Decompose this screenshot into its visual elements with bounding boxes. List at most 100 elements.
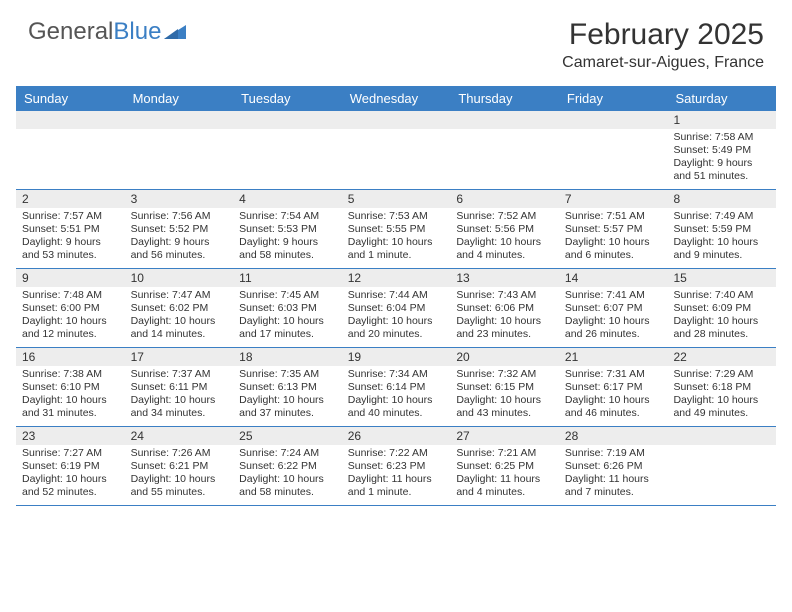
sunrise: Sunrise: 7:54 AM xyxy=(239,210,336,223)
sunrise: Sunrise: 7:40 AM xyxy=(673,289,770,302)
daylight: Daylight: 9 hours and 51 minutes. xyxy=(673,157,770,183)
day-body xyxy=(16,129,125,135)
sunrise: Sunrise: 7:35 AM xyxy=(239,368,336,381)
sunrise: Sunrise: 7:31 AM xyxy=(565,368,662,381)
day-body: Sunrise: 7:41 AMSunset: 6:07 PMDaylight:… xyxy=(559,287,668,346)
sunset: Sunset: 6:14 PM xyxy=(348,381,445,394)
day-body: Sunrise: 7:31 AMSunset: 6:17 PMDaylight:… xyxy=(559,366,668,425)
day-number xyxy=(559,111,668,129)
sunrise: Sunrise: 7:26 AM xyxy=(131,447,228,460)
day-cell: 5Sunrise: 7:53 AMSunset: 5:55 PMDaylight… xyxy=(342,190,451,268)
daylight: Daylight: 10 hours and 26 minutes. xyxy=(565,315,662,341)
day-body xyxy=(342,129,451,135)
day-body: Sunrise: 7:43 AMSunset: 6:06 PMDaylight:… xyxy=(450,287,559,346)
day-cell: 27Sunrise: 7:21 AMSunset: 6:25 PMDayligh… xyxy=(450,427,559,505)
week-row: 1Sunrise: 7:58 AMSunset: 5:49 PMDaylight… xyxy=(16,111,776,190)
daylight: Daylight: 10 hours and 52 minutes. xyxy=(22,473,119,499)
day-number: 14 xyxy=(559,269,668,287)
day-cell: 26Sunrise: 7:22 AMSunset: 6:23 PMDayligh… xyxy=(342,427,451,505)
sunset: Sunset: 6:11 PM xyxy=(131,381,228,394)
sunrise: Sunrise: 7:49 AM xyxy=(673,210,770,223)
day-cell: 16Sunrise: 7:38 AMSunset: 6:10 PMDayligh… xyxy=(16,348,125,426)
week-row: 23Sunrise: 7:27 AMSunset: 6:19 PMDayligh… xyxy=(16,427,776,506)
day-number: 21 xyxy=(559,348,668,366)
day-body xyxy=(233,129,342,135)
day-cell xyxy=(559,111,668,189)
daylight: Daylight: 9 hours and 53 minutes. xyxy=(22,236,119,262)
day-body: Sunrise: 7:22 AMSunset: 6:23 PMDaylight:… xyxy=(342,445,451,504)
daylight: Daylight: 10 hours and 12 minutes. xyxy=(22,315,119,341)
day-cell: 14Sunrise: 7:41 AMSunset: 6:07 PMDayligh… xyxy=(559,269,668,347)
sunrise: Sunrise: 7:52 AM xyxy=(456,210,553,223)
sunrise: Sunrise: 7:24 AM xyxy=(239,447,336,460)
sunset: Sunset: 5:57 PM xyxy=(565,223,662,236)
sunset: Sunset: 6:19 PM xyxy=(22,460,119,473)
daylight: Daylight: 10 hours and 46 minutes. xyxy=(565,394,662,420)
logo-text-1: General xyxy=(28,18,113,46)
day-cell xyxy=(125,111,234,189)
day-number: 18 xyxy=(233,348,342,366)
sunrise: Sunrise: 7:22 AM xyxy=(348,447,445,460)
sunset: Sunset: 6:09 PM xyxy=(673,302,770,315)
day-cell xyxy=(233,111,342,189)
daylight: Daylight: 10 hours and 17 minutes. xyxy=(239,315,336,341)
day-header: Thursday xyxy=(450,86,559,111)
day-body xyxy=(559,129,668,135)
day-body: Sunrise: 7:35 AMSunset: 6:13 PMDaylight:… xyxy=(233,366,342,425)
day-cell: 23Sunrise: 7:27 AMSunset: 6:19 PMDayligh… xyxy=(16,427,125,505)
header: GeneralBlue February 2025 Camaret-sur-Ai… xyxy=(0,0,792,80)
daylight: Daylight: 10 hours and 6 minutes. xyxy=(565,236,662,262)
sunset: Sunset: 5:52 PM xyxy=(131,223,228,236)
daylight: Daylight: 10 hours and 23 minutes. xyxy=(456,315,553,341)
day-body: Sunrise: 7:40 AMSunset: 6:09 PMDaylight:… xyxy=(667,287,776,346)
day-body: Sunrise: 7:48 AMSunset: 6:00 PMDaylight:… xyxy=(16,287,125,346)
sunset: Sunset: 6:22 PM xyxy=(239,460,336,473)
day-cell: 8Sunrise: 7:49 AMSunset: 5:59 PMDaylight… xyxy=(667,190,776,268)
day-cell: 6Sunrise: 7:52 AMSunset: 5:56 PMDaylight… xyxy=(450,190,559,268)
sunrise: Sunrise: 7:51 AM xyxy=(565,210,662,223)
daylight: Daylight: 10 hours and 34 minutes. xyxy=(131,394,228,420)
day-number: 13 xyxy=(450,269,559,287)
day-cell: 21Sunrise: 7:31 AMSunset: 6:17 PMDayligh… xyxy=(559,348,668,426)
day-number: 26 xyxy=(342,427,451,445)
daylight: Daylight: 11 hours and 1 minute. xyxy=(348,473,445,499)
day-cell: 9Sunrise: 7:48 AMSunset: 6:00 PMDaylight… xyxy=(16,269,125,347)
week-row: 9Sunrise: 7:48 AMSunset: 6:00 PMDaylight… xyxy=(16,269,776,348)
daylight: Daylight: 10 hours and 55 minutes. xyxy=(131,473,228,499)
sunrise: Sunrise: 7:44 AM xyxy=(348,289,445,302)
day-cell xyxy=(342,111,451,189)
day-number: 23 xyxy=(16,427,125,445)
day-body: Sunrise: 7:32 AMSunset: 6:15 PMDaylight:… xyxy=(450,366,559,425)
day-body xyxy=(667,445,776,451)
day-header: Monday xyxy=(125,86,234,111)
day-body: Sunrise: 7:57 AMSunset: 5:51 PMDaylight:… xyxy=(16,208,125,267)
day-cell: 10Sunrise: 7:47 AMSunset: 6:02 PMDayligh… xyxy=(125,269,234,347)
sunrise: Sunrise: 7:29 AM xyxy=(673,368,770,381)
daylight: Daylight: 11 hours and 4 minutes. xyxy=(456,473,553,499)
sunset: Sunset: 5:53 PM xyxy=(239,223,336,236)
sunrise: Sunrise: 7:48 AM xyxy=(22,289,119,302)
sunrise: Sunrise: 7:43 AM xyxy=(456,289,553,302)
sunset: Sunset: 5:56 PM xyxy=(456,223,553,236)
title-block: February 2025 Camaret-sur-Aigues, France xyxy=(562,18,764,72)
sunrise: Sunrise: 7:45 AM xyxy=(239,289,336,302)
day-number: 10 xyxy=(125,269,234,287)
day-body: Sunrise: 7:54 AMSunset: 5:53 PMDaylight:… xyxy=(233,208,342,267)
day-cell: 17Sunrise: 7:37 AMSunset: 6:11 PMDayligh… xyxy=(125,348,234,426)
week-row: 2Sunrise: 7:57 AMSunset: 5:51 PMDaylight… xyxy=(16,190,776,269)
day-cell: 19Sunrise: 7:34 AMSunset: 6:14 PMDayligh… xyxy=(342,348,451,426)
daylight: Daylight: 10 hours and 40 minutes. xyxy=(348,394,445,420)
day-number: 8 xyxy=(667,190,776,208)
day-body: Sunrise: 7:53 AMSunset: 5:55 PMDaylight:… xyxy=(342,208,451,267)
sunset: Sunset: 6:18 PM xyxy=(673,381,770,394)
day-body: Sunrise: 7:21 AMSunset: 6:25 PMDaylight:… xyxy=(450,445,559,504)
day-body: Sunrise: 7:29 AMSunset: 6:18 PMDaylight:… xyxy=(667,366,776,425)
day-cell: 20Sunrise: 7:32 AMSunset: 6:15 PMDayligh… xyxy=(450,348,559,426)
day-number: 3 xyxy=(125,190,234,208)
day-body: Sunrise: 7:47 AMSunset: 6:02 PMDaylight:… xyxy=(125,287,234,346)
daylight: Daylight: 10 hours and 14 minutes. xyxy=(131,315,228,341)
day-body: Sunrise: 7:26 AMSunset: 6:21 PMDaylight:… xyxy=(125,445,234,504)
month-title: February 2025 xyxy=(562,18,764,52)
sunset: Sunset: 6:07 PM xyxy=(565,302,662,315)
day-header: Sunday xyxy=(16,86,125,111)
